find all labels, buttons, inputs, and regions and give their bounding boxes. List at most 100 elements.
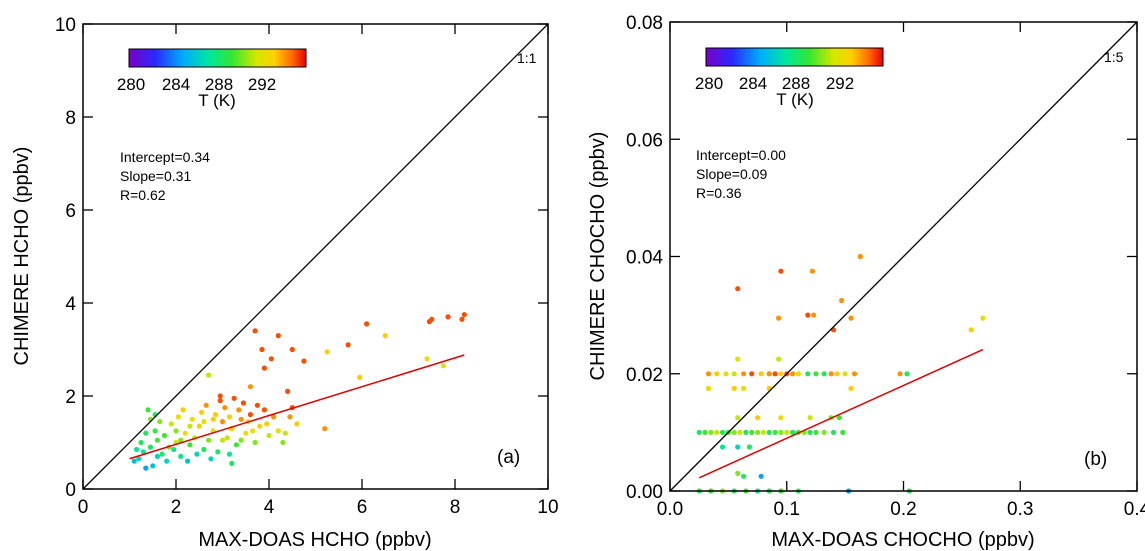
panel-b-point-72 xyxy=(735,415,741,421)
panel-a-point-4 xyxy=(289,346,295,353)
panel-b-point-48 xyxy=(737,429,743,435)
panel-a-point-18 xyxy=(322,426,328,432)
panel-b-stat-intercept: Intercept=0.00 xyxy=(696,147,786,163)
panel-a-point-99 xyxy=(226,414,233,420)
panel-a-x-tick-label-0: 0 xyxy=(78,497,89,518)
panel-a-point-40 xyxy=(187,442,193,448)
panel-b-point-21 xyxy=(778,371,784,377)
panel-a-point-35 xyxy=(159,451,165,457)
panel-a-point-67 xyxy=(212,412,219,418)
panel-a-point-79 xyxy=(161,432,167,439)
panel-a-y-tick-label-4: 8 xyxy=(65,108,76,129)
panel-a: 0 2 4 6 8 10 0 2 4 6 8 10 1:1 Intercept=0.34 Slope=… xyxy=(11,15,559,551)
panel-a-point-44 xyxy=(206,437,212,443)
panel-b-fit-line xyxy=(698,348,984,479)
panel-a-point-51 xyxy=(238,416,244,422)
panel-b-point-18 xyxy=(758,371,764,377)
panel-a-point-28 xyxy=(150,463,156,469)
panel-b-point-51 xyxy=(755,429,761,435)
panel-a-point-96 xyxy=(187,423,193,429)
panel-a-point-70 xyxy=(231,395,237,401)
panel-a-point-62 xyxy=(175,414,181,420)
panel-b-colorbar-tick-284: 284 xyxy=(739,74,767,93)
panel-b-point-50 xyxy=(749,429,755,435)
panel-a-y-tick-label-3: 6 xyxy=(65,201,76,222)
panel-b-point-30 xyxy=(842,371,848,377)
panel-a-colorbar-tick-288: 288 xyxy=(205,75,233,94)
panel-b-ref-label: 1:5 xyxy=(1104,49,1124,65)
panel-a-label: (a) xyxy=(497,447,520,468)
panel-a-point-25 xyxy=(145,407,151,413)
panel-b-point-6 xyxy=(805,312,811,318)
panel-a-point-84 xyxy=(226,451,233,457)
panel-b-point-40 xyxy=(848,385,854,391)
panel-b-y-tick-label-2: 0.04 xyxy=(626,248,663,269)
panel-b-point-52 xyxy=(760,429,767,435)
panel-b-x-tick-label-2: 0.2 xyxy=(890,499,916,520)
panel-b-point-10 xyxy=(968,327,974,333)
panel-a-point-82 xyxy=(194,451,200,457)
panel-a-reference-line xyxy=(82,23,549,490)
panel-b-y-tick-label-0: 0.00 xyxy=(626,482,663,503)
panel-b-stat-slope: Slope=0.09 xyxy=(696,166,767,182)
panel-a-x-tick-label-5: 10 xyxy=(537,497,558,518)
panel-b-colorbar xyxy=(705,47,884,67)
panel-b-point-66 xyxy=(735,444,741,450)
panel-b-point-5 xyxy=(776,315,782,321)
panel-a-point-17 xyxy=(440,363,446,369)
panel-a-point-58 xyxy=(271,414,277,420)
panel-a-point-65 xyxy=(199,409,205,415)
panel-a-colorbar-tick-284: 284 xyxy=(162,75,190,94)
panel-a-point-33 xyxy=(147,444,153,450)
panel-a-point-16 xyxy=(424,356,430,362)
panel-b-point-0 xyxy=(735,286,741,292)
panel-a-point-89 xyxy=(282,430,288,436)
panel-a-point-43 xyxy=(201,446,207,453)
panel-a-point-60 xyxy=(280,439,286,446)
panel-b-reference-line xyxy=(669,21,1138,492)
panel-a-point-86 xyxy=(164,458,170,464)
panel-b-colorbar-title: T (K) xyxy=(776,90,813,109)
panel-a-colorbar xyxy=(128,48,307,68)
panel-b-point-61 xyxy=(813,429,819,435)
panel-b-x-tick-label-4: 0.4 xyxy=(1124,499,1145,520)
panel-b-point-41 xyxy=(696,429,702,435)
panel-a-point-34 xyxy=(154,437,160,443)
panel-b-ticks: 0.0 0.1 0.2 0.3 0.4 0.00 0.02 0.04 0.06 0.08 xyxy=(626,13,1145,520)
panel-b-point-63 xyxy=(830,429,837,435)
panel-b-point-1 xyxy=(778,268,784,274)
panel-a-point-48 xyxy=(224,435,230,441)
panel-a-y-tick-label-5: 10 xyxy=(55,15,76,36)
panel-a-point-21 xyxy=(294,421,300,427)
panel-b-point-25 xyxy=(805,371,811,377)
panel-b-point-12 xyxy=(705,371,712,377)
panel-b-point-3 xyxy=(857,253,863,260)
panel-a-point-63 xyxy=(180,407,186,413)
panel-a-x-tick-label-3: 6 xyxy=(357,497,368,518)
panel-b-point-11 xyxy=(980,315,986,321)
panel-b-point-4 xyxy=(839,297,845,304)
panel-a-point-72 xyxy=(240,400,246,406)
panel-a-point-7 xyxy=(345,342,351,348)
panel-b-label: (b) xyxy=(1084,449,1107,470)
panel-b-point-64 xyxy=(840,429,846,435)
panel-a-plot-frame xyxy=(82,23,549,490)
panel-a-point-6 xyxy=(324,349,330,355)
panel-b-point-17 xyxy=(749,371,755,377)
panel-a-point-2 xyxy=(268,356,274,362)
panel-a-point-5 xyxy=(301,358,307,364)
panel-b-point-44 xyxy=(714,429,720,435)
panel-b-x-axis-label: MAX-DOAS CHOCHO (ppbv) xyxy=(771,529,1034,551)
panel-b-point-62 xyxy=(821,429,827,435)
panel-a-point-95 xyxy=(154,453,160,459)
panel-a-point-0 xyxy=(252,328,258,334)
panel-a-point-97 xyxy=(287,414,293,420)
panel-b-point-27 xyxy=(821,371,827,377)
panel-a-point-24 xyxy=(261,365,267,371)
panel-b-stat-r: R=0.36 xyxy=(696,185,742,201)
panel-a-point-87 xyxy=(201,419,207,425)
panel-a-stat-intercept: Intercept=0.34 xyxy=(120,149,210,165)
panel-a-point-57 xyxy=(266,432,272,439)
panel-a-point-101 xyxy=(178,437,184,443)
panel-a-stat-slope: Slope=0.31 xyxy=(120,168,191,184)
